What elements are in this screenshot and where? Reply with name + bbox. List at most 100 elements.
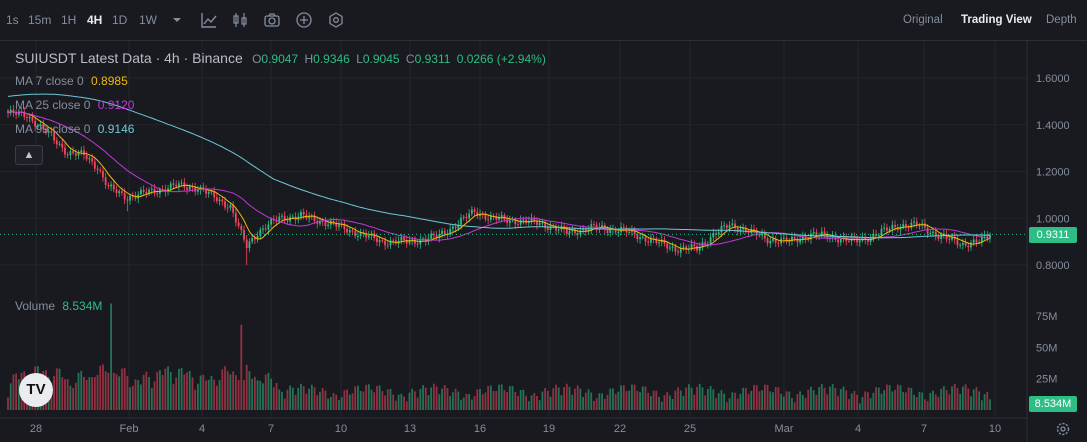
candle-body [614,228,617,233]
candle-body [519,219,522,225]
volume-bar [88,377,91,410]
timeframe-1s[interactable]: 1s [6,13,19,27]
candle-body [400,236,403,241]
ma7-legend[interactable]: MA 7 close 0 0.8985 [15,74,128,88]
volume-bar [777,387,780,410]
indicator-line-icon[interactable] [200,11,218,29]
volume-bar [58,368,61,410]
candle-body [313,215,316,222]
screenshot-camera-icon[interactable] [263,11,281,29]
volume-value: 8.534M [62,299,103,313]
timeframe-4h[interactable]: 4H [87,13,103,27]
volume-bar [514,392,517,410]
candle-body [717,232,720,235]
candle-body [253,238,256,240]
candle-body [875,233,877,237]
candle-body [156,193,159,195]
add-indicator-plus-icon[interactable] [295,11,313,29]
candle-body [416,243,419,245]
volume-bar [652,390,655,410]
timeframe-15m[interactable]: 15m [28,13,52,27]
volume-bar [812,390,815,410]
ma99-legend[interactable]: MA 99 close 0 0.9146 [15,122,134,136]
close-label: C [405,52,415,66]
candle-body [88,158,91,160]
volume-bar [142,374,145,410]
volume-bar [186,372,188,410]
volume-bar [348,394,351,410]
volume-tick-label: 50M [1036,342,1057,354]
volume-bar [647,392,650,410]
volume-bar [848,399,850,410]
candle-body [793,236,796,239]
volume-bar [625,391,628,410]
volume-bar [709,385,712,410]
volume-bar [481,394,484,410]
volume-bar [801,394,804,410]
volume-bar [329,396,332,410]
ma25-legend[interactable]: MA 25 close 0 0.9120 [15,98,134,112]
candle-body [926,227,929,234]
volume-bar [180,367,183,410]
candle-body [682,246,685,248]
candle-body [224,201,226,208]
volume-bar [961,386,964,410]
view-trading-view[interactable]: Trading View [961,14,1032,26]
candle-body [774,239,777,243]
candle-body [270,219,273,225]
volume-tick-label: 25M [1036,374,1057,386]
volume-bar [761,390,764,410]
timeframe-1h[interactable]: 1H [61,13,77,27]
timeframe-1d[interactable]: 1D [112,13,128,27]
candle-body [286,220,289,222]
volume-bar [956,387,959,410]
volume-bar [386,389,389,410]
volume-legend: Volume 8.534M [15,299,102,313]
candle-body [655,238,658,243]
candle-body [508,220,511,223]
volume-bar [609,388,612,410]
candle-body [148,189,150,194]
time-axis-label: 22 [614,423,626,435]
volume-bar [820,384,823,410]
view-depth[interactable]: Depth [1046,14,1077,26]
ma99-line [7,93,991,239]
volume-bar [706,388,709,410]
more-timeframes-dropdown-icon[interactable] [168,11,186,29]
candle-body [335,222,338,227]
volume-bar [110,303,112,410]
candle-body [435,235,438,239]
collapse-legend-button[interactable]: ▲ [15,145,43,165]
candle-body [666,243,669,249]
volume-bar [104,371,107,410]
view-original[interactable]: Original [903,14,943,26]
volume-bar [565,383,568,410]
volume-bar [834,387,837,410]
candle-body [929,232,932,234]
chart-settings-icon[interactable] [327,11,345,29]
volume-bar [750,390,753,410]
volume-bar [869,398,872,410]
volume-bar [953,383,956,410]
volume-bar [121,368,123,410]
settings-gear-icon[interactable] [1055,421,1071,437]
ma7-label: MA 7 close 0 [15,74,84,88]
candle-body [207,191,210,194]
volume-bar [145,371,148,410]
candle-body [753,228,755,231]
high-value: 0.9346 [313,52,350,66]
volume-bar [264,374,267,410]
candle-body [910,222,913,228]
volume-bar [300,383,302,410]
timeframe-1w[interactable]: 1W [139,13,157,27]
candle-type-icon[interactable] [231,11,249,29]
volume-bar [682,395,685,410]
volume-bar [571,394,574,410]
candle-body [343,223,346,229]
candle-body [951,236,953,240]
candle-body [83,150,85,155]
time-axis-label: 10 [335,423,347,435]
volume-bar [530,395,533,410]
volume-bar [332,393,335,410]
